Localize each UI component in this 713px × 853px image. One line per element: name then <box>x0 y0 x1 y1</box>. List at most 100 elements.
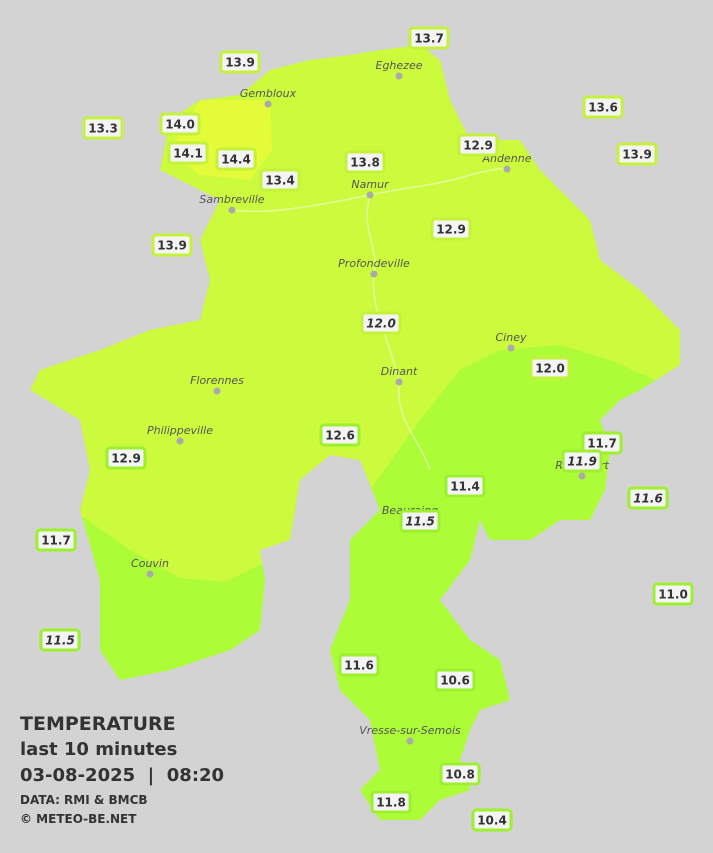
station-value: 11.0 <box>658 588 688 602</box>
station-value: 14.4 <box>221 153 251 167</box>
station-value: 13.6 <box>588 101 618 115</box>
station: 10.8 <box>439 762 481 786</box>
station-value: 11.5 <box>45 634 75 648</box>
station: 11.9 <box>561 449 603 473</box>
station: 12.6 <box>319 423 361 447</box>
station-value: 13.9 <box>622 148 652 162</box>
station: 11.7 <box>35 528 77 552</box>
station-box <box>434 668 476 692</box>
station-box <box>444 474 486 498</box>
station-value: 12.9 <box>111 452 141 466</box>
station-value: 13.9 <box>225 56 255 70</box>
station-box <box>457 133 499 157</box>
town-dot <box>228 206 236 214</box>
station-value: 12.0 <box>366 317 396 331</box>
station: 11.8 <box>370 790 412 814</box>
town-dot <box>507 344 515 352</box>
station-value: 14.0 <box>165 118 195 132</box>
station-value: 13.4 <box>265 174 295 188</box>
town-label: Namur <box>351 178 390 191</box>
station: 13.4 <box>259 168 301 192</box>
station-value: 13.7 <box>414 32 444 46</box>
town-label: Ciney <box>496 331 527 344</box>
station-box <box>582 95 624 119</box>
station: 11.0 <box>652 582 694 606</box>
station-value: 13.8 <box>350 156 380 170</box>
town-label: Eghezee <box>376 59 423 72</box>
station: 13.9 <box>616 142 658 166</box>
station: 13.9 <box>219 50 261 74</box>
station-value: 12.6 <box>325 429 355 443</box>
town-dot <box>578 472 586 480</box>
station-box <box>159 112 201 136</box>
station-value: 10.6 <box>440 674 470 688</box>
station-box <box>652 582 694 606</box>
station: 14.4 <box>215 147 257 171</box>
station: 13.6 <box>582 95 624 119</box>
station-box <box>529 356 571 380</box>
station-box <box>215 147 257 171</box>
station-value: 12.9 <box>463 139 493 153</box>
town-dot <box>503 165 511 173</box>
station-value: 11.4 <box>450 480 480 494</box>
legend-datetime: 03-08-2025 | 08:20 <box>20 765 224 786</box>
station-box <box>399 509 441 533</box>
station: 14.0 <box>159 112 201 136</box>
station-box <box>627 486 669 510</box>
station-box <box>167 141 209 165</box>
station-value: 14.1 <box>173 147 203 161</box>
town-dot <box>146 570 154 578</box>
town-label: Philippeville <box>147 424 213 437</box>
station: 13.7 <box>408 26 450 50</box>
legend-source: DATA: RMI & BMCB <box>20 793 148 807</box>
station-value: 11.5 <box>405 515 435 529</box>
station: 10.6 <box>434 668 476 692</box>
legend-title: TEMPERATURE <box>20 713 176 735</box>
station-box <box>344 150 386 174</box>
station-box <box>370 790 412 814</box>
station-value: 13.3 <box>88 122 118 136</box>
station-box <box>471 808 513 832</box>
station-box <box>430 217 472 241</box>
station-box <box>338 653 380 677</box>
station-box <box>35 528 77 552</box>
town-label: Gembloux <box>240 87 297 100</box>
station-box <box>561 449 603 473</box>
station-box <box>616 142 658 166</box>
station-value: 11.9 <box>567 455 597 469</box>
station-box <box>259 168 301 192</box>
town-label: Vresse-sur-Semois <box>359 724 461 737</box>
town-dot <box>395 378 403 386</box>
town-label: Dinant <box>381 365 418 378</box>
station-box <box>408 26 450 50</box>
station: 12.9 <box>430 217 472 241</box>
station-value: 10.4 <box>477 814 507 828</box>
station: 11.6 <box>338 653 380 677</box>
station-box <box>105 446 147 470</box>
station: 14.1 <box>167 141 209 165</box>
station-value: 11.8 <box>376 796 406 810</box>
town-label: Florennes <box>190 374 244 387</box>
station-value: 11.6 <box>344 659 374 673</box>
town-label: Couvin <box>131 557 169 570</box>
town-label: Sambreville <box>199 193 264 206</box>
town-dot <box>395 72 403 80</box>
station-value: 13.9 <box>157 239 187 253</box>
station: 13.8 <box>344 150 386 174</box>
town-dot <box>213 387 221 395</box>
station: 13.9 <box>151 233 193 257</box>
station-box <box>151 233 193 257</box>
station: 11.4 <box>444 474 486 498</box>
station: 13.3 <box>82 116 124 140</box>
legend-copyright: © METEO-BE.NET <box>20 812 137 826</box>
station: 10.4 <box>471 808 513 832</box>
station-value: 11.7 <box>587 437 617 451</box>
station-box <box>360 311 402 335</box>
station-box <box>439 762 481 786</box>
station-value: 11.7 <box>41 534 71 548</box>
station-value: 10.8 <box>445 768 475 782</box>
station-box <box>219 50 261 74</box>
town-dot <box>264 100 272 108</box>
station-box <box>319 423 361 447</box>
